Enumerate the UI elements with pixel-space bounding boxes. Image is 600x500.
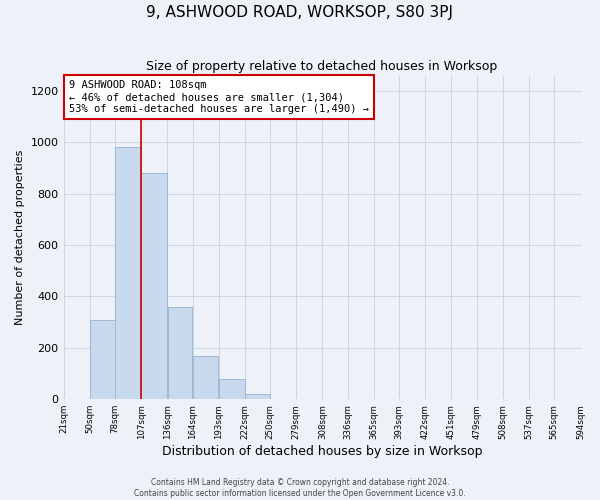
Bar xyxy=(142,173,167,399)
Bar xyxy=(167,306,193,399)
Bar xyxy=(245,394,270,399)
Text: Contains HM Land Registry data © Crown copyright and database right 2024.
Contai: Contains HM Land Registry data © Crown c… xyxy=(134,478,466,498)
Bar xyxy=(193,356,218,399)
Title: Size of property relative to detached houses in Worksop: Size of property relative to detached ho… xyxy=(146,60,497,73)
Bar xyxy=(115,148,141,399)
X-axis label: Distribution of detached houses by size in Worksop: Distribution of detached houses by size … xyxy=(162,444,482,458)
Y-axis label: Number of detached properties: Number of detached properties xyxy=(15,150,25,325)
Text: 9 ASHWOOD ROAD: 108sqm
← 46% of detached houses are smaller (1,304)
53% of semi-: 9 ASHWOOD ROAD: 108sqm ← 46% of detached… xyxy=(69,80,369,114)
Bar xyxy=(219,378,245,399)
Text: 9, ASHWOOD ROAD, WORKSOP, S80 3PJ: 9, ASHWOOD ROAD, WORKSOP, S80 3PJ xyxy=(146,5,454,20)
Bar xyxy=(90,320,115,399)
